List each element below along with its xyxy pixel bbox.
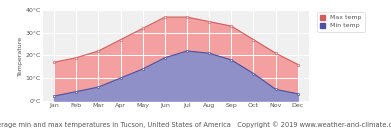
Text: Average min and max temperatures in Tucson, United States of America   Copyright: Average min and max temperatures in Tucs… xyxy=(0,121,391,128)
Legend: Max temp, Min temp: Max temp, Min temp xyxy=(317,12,365,31)
Y-axis label: Temperature: Temperature xyxy=(18,35,23,76)
